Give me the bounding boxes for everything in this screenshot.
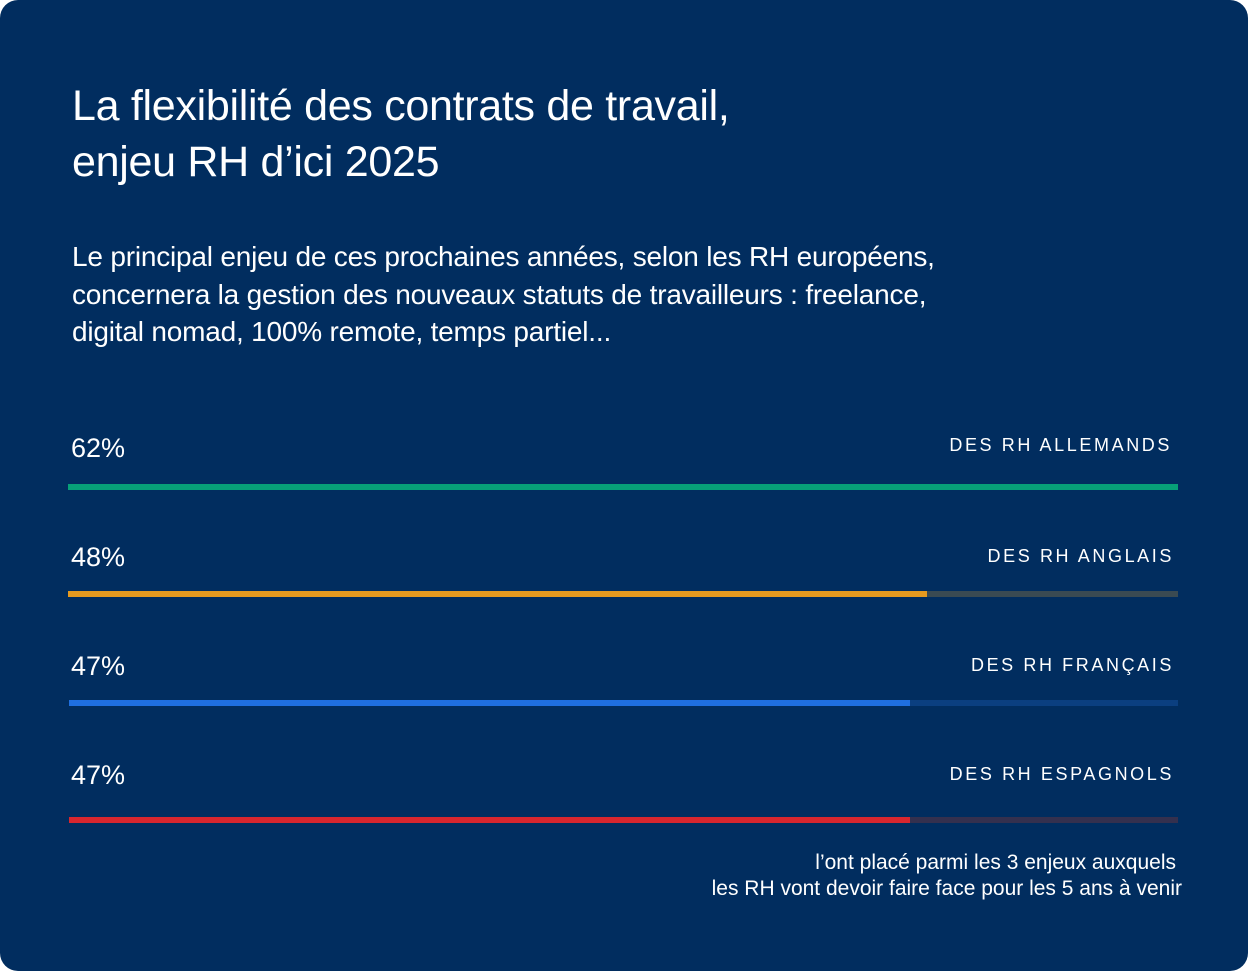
bar-track xyxy=(69,817,1178,823)
bar-category-label: DES RH ANGLAIS xyxy=(987,546,1174,566)
bar-row-allemands: 62% DES RH ALLEMANDS xyxy=(68,432,1178,512)
bar-row-anglais: 48% DES RH ANGLAIS xyxy=(68,541,1178,621)
bar-value-label: 47% xyxy=(71,651,126,681)
bar-fill xyxy=(68,484,1178,490)
bar-value-label: 48% xyxy=(71,542,126,572)
chart-subtitle-line-2: concernera la gestion des nouveaux statu… xyxy=(72,278,927,310)
chart-footnote-line-2: les RH vont devoir faire face pour les 5… xyxy=(711,877,1182,900)
chart-title: La flexibilité des contrats de travail, … xyxy=(72,78,1072,190)
chart-footnote: l’ont placé parmi les 3 enjeux auxquels … xyxy=(712,850,1182,902)
bar-category-label: DES RH FRANÇAIS xyxy=(970,655,1174,675)
bar-row-francais: 47% DES RH FRANÇAIS xyxy=(68,650,1178,730)
bar-fill xyxy=(68,591,928,597)
bar-fill xyxy=(69,817,910,823)
bar-value-label: 62% xyxy=(71,433,126,463)
bar-track xyxy=(69,700,1178,706)
bar-track xyxy=(68,484,1178,490)
bar-category-label: DES RH ALLEMANDS xyxy=(949,435,1172,455)
chart-subtitle-line-3: digital nomad, 100% remote, temps partie… xyxy=(72,316,612,347)
bar-value-label: 47% xyxy=(71,760,126,790)
chart-title-line-1: La flexibilité des contrats de travail, xyxy=(72,82,730,130)
bar-fill xyxy=(69,700,910,706)
bar-row-espagnols: 47% DES RH ESPAGNOLS xyxy=(68,759,1178,839)
chart-footnote-line-1: l’ont placé parmi les 3 enjeux auxquels xyxy=(815,851,1176,874)
chart-title-line-2: enjeu RH d’ici 2025 xyxy=(72,138,440,186)
chart-subtitle-line-1: Le principal enjeu de ces prochaines ann… xyxy=(72,241,935,272)
chart-subtitle: Le principal enjeu de ces prochaines ann… xyxy=(72,238,1172,351)
bar-category-label: DES RH ESPAGNOLS xyxy=(949,764,1174,784)
bar-track xyxy=(68,591,1178,597)
